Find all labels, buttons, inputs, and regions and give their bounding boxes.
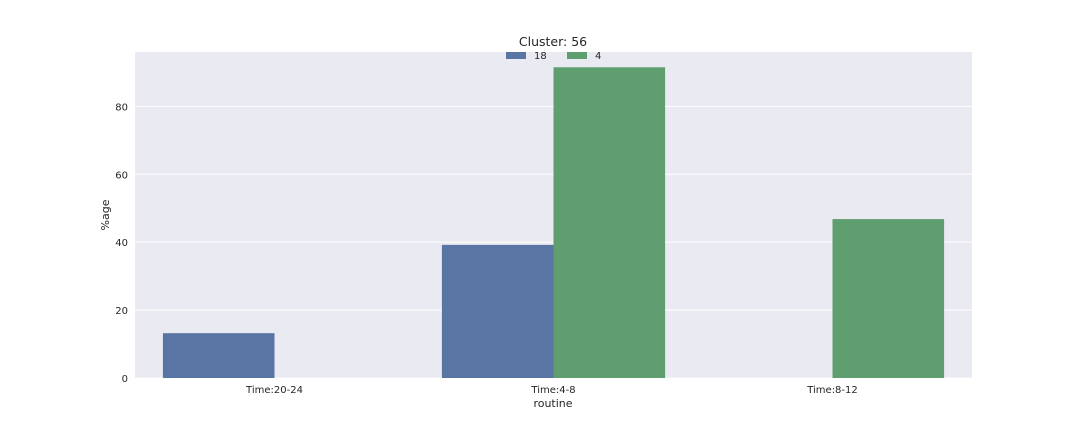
legend: 18 4 (506, 51, 601, 62)
bar-4-Time:4-8 (553, 67, 666, 378)
x-tick-label: Time:4-8 (530, 385, 575, 396)
y-tick-labels: 0 20 40 60 80 (115, 102, 128, 385)
bar-4-Time:8-12 (832, 219, 945, 378)
y-axis-label: %age (99, 199, 112, 230)
bars (162, 67, 945, 378)
x-tick-labels: Time:20-24 Time:4-8 Time:8-12 (245, 385, 858, 396)
x-axis-label: routine (533, 397, 572, 410)
legend-label-18: 18 (534, 51, 547, 62)
x-tick-label: Time:20-24 (245, 385, 303, 396)
x-tick-label: Time:8-12 (806, 385, 858, 396)
bar-18-Time:4-8 (441, 244, 554, 378)
y-tick-label: 0 (122, 374, 128, 385)
chart-title: Cluster: 56 (519, 34, 587, 49)
legend-swatch-18 (506, 52, 526, 59)
legend-swatch-4 (567, 52, 587, 59)
legend-label-4: 4 (595, 51, 601, 62)
y-tick-label: 20 (115, 306, 128, 317)
y-tick-label: 80 (115, 102, 128, 113)
y-tick-label: 60 (115, 170, 128, 181)
y-tick-label: 40 (115, 238, 128, 249)
bar-18-Time:20-24 (162, 333, 275, 378)
